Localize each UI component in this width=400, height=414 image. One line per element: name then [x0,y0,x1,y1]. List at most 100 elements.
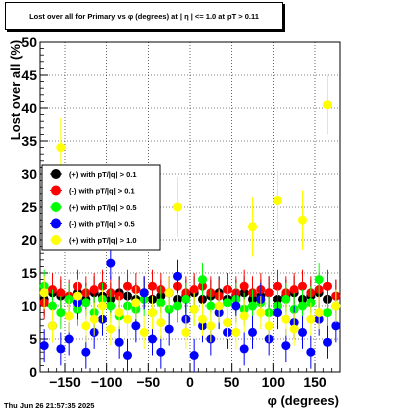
data-point [323,100,332,110]
y-tick-label: 10 [21,298,37,314]
y-tick-label: 35 [21,133,37,149]
data-point [64,311,74,321]
x-tick-label: 150 [303,374,327,390]
data-point [56,288,66,298]
x-tick-label: 0 [186,374,194,390]
axis-ticks: 0 5 10 15 20 25 30 35 40 45 50 −150 −100 −50 0 50 100 150 [21,34,333,390]
data-point [223,298,232,308]
data-point [239,344,249,354]
data-point [231,301,241,311]
y-tick-label: 15 [21,265,37,281]
data-point [81,321,91,331]
legend: (+) with pT/|q| > 0.1 (-) with pT/|q| > 0… [41,164,161,251]
data-point [298,327,307,337]
data-point [89,285,99,294]
data-point [248,327,257,337]
data-point [314,275,324,285]
y-axis-label: Lost over all (%) [8,40,23,140]
data-point [198,314,207,324]
data-point [248,301,257,311]
data-point [231,327,241,337]
data-point [331,321,341,331]
legend-marker [51,218,61,229]
data-point [48,301,57,311]
data-point [156,298,166,308]
data-point [198,275,207,285]
data-point [39,341,49,351]
data-point [256,308,266,318]
data-point [264,321,274,331]
data-point [189,351,199,360]
data-point [123,314,132,324]
legend-marker [51,202,61,212]
data-point [306,347,316,357]
legend-label: (+) with pT/|q| > 1.0 [69,236,137,245]
data-point [281,314,291,324]
y-tick-label: 45 [21,67,37,83]
data-point [81,298,91,308]
y-tick-label: 40 [21,100,37,116]
data-point [81,347,91,357]
data-point [164,324,174,334]
data-point [273,281,282,291]
title-box: Lost over all for Primary vs φ (degrees)… [5,2,283,30]
legend-label: (-) with pT/|q| > 0.1 [69,187,135,196]
x-tick-label: 50 [224,374,240,390]
legend-label: (-) with pT/|q| > 0.5 [69,220,135,229]
y-tick-label: 30 [21,166,37,182]
data-point [56,143,66,153]
x-tick-label: −150 [49,374,81,390]
data-point [181,327,191,337]
legend-marker [51,235,61,245]
data-point [148,334,157,344]
data-point [298,301,307,311]
legend-marker [51,169,61,179]
data-point [306,314,316,324]
data-point [173,271,182,281]
data-point [48,321,57,331]
data-point [148,281,157,291]
data-point [156,347,166,357]
data-point [123,281,132,291]
data-point [173,202,182,212]
data-point [223,318,232,327]
data-point [56,308,66,318]
x-tick-label: −50 [136,374,160,390]
data-point [181,294,191,304]
data-point [98,301,107,311]
data-point [73,291,82,301]
timestamp: Thu Jun 26 21:57:35 2025 [4,401,95,410]
data-point [189,285,199,294]
data-point [331,301,341,311]
data-point [139,288,149,298]
data-point [139,327,149,337]
x-tick-label: 100 [262,374,286,390]
data-point [264,288,274,298]
data-point [39,288,49,298]
data-point [89,314,99,324]
data-point [214,301,224,311]
legend-label: (+) with pT/|q| > 0.1 [69,170,137,179]
data-point [206,301,216,311]
data-point [273,308,282,318]
data-point [148,308,157,318]
data-point [189,304,199,314]
data-point [173,301,182,311]
data-point [314,308,324,318]
data-point [164,288,174,298]
data-point [323,337,332,347]
x-axis-label: φ (degrees) [268,393,339,408]
data-point [298,281,307,291]
data-point [156,318,166,327]
legend-marker [51,185,61,196]
data-point [273,195,282,205]
data-point [64,334,74,344]
data-point [106,301,116,311]
data-point [323,281,332,291]
y-tick-label: 20 [21,232,37,248]
data-point [298,215,307,225]
data-point [114,337,124,347]
data-point [323,308,332,318]
data-point [56,344,66,354]
